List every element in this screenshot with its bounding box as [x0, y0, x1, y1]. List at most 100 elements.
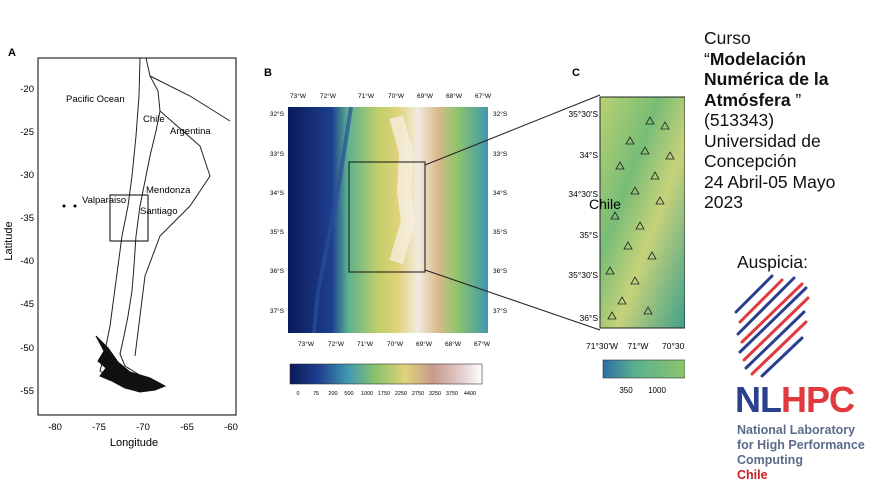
- place-pacific-ocean: Pacific Ocean: [66, 94, 125, 105]
- lat-tick: 36°S: [493, 267, 508, 275]
- island-dot: [73, 204, 77, 208]
- lat-tick: 35°S: [270, 228, 285, 236]
- panel-b-map: B 73°W 72°W 71°W 70°W 69°W 68°W 67°W 73°…: [264, 67, 508, 397]
- university-name: Universidad de Concepción: [704, 130, 821, 172]
- panel-c-chile-label: Chile: [589, 196, 621, 212]
- panel-b-terrain: [288, 107, 488, 333]
- lat-tick: 37°S: [493, 307, 508, 315]
- study-area-box: [109, 194, 149, 242]
- panel-b-left-ticks: 32°S 33°S 34°S 35°S 36°S 37°S: [270, 110, 285, 315]
- nlhpc-subtitle: National Laboratory for High Performance…: [737, 423, 865, 483]
- lat-tick: 36°S: [270, 267, 285, 275]
- cbar-tick: 1750: [378, 391, 390, 397]
- course-title-text: Modelación Numérica de la Atmósfera: [704, 48, 829, 110]
- panel-c-colorbar: [602, 359, 685, 379]
- clipped-heading-strip: [40, 0, 640, 6]
- station-markers: [605, 116, 675, 320]
- panel-c-bottom-ticks: 71°30'W 71°W 70°30': [586, 341, 685, 351]
- y-tick: -25: [20, 127, 34, 138]
- sponsor-label: Auspicia:: [737, 252, 809, 272]
- lon-tick: 73°W: [290, 92, 307, 100]
- lon-tick: 68°W: [446, 92, 463, 100]
- panel-a-ylabel: Latitude: [3, 221, 15, 260]
- nlhpc-stripes-icon: [734, 274, 810, 378]
- cbar-tick: 350: [619, 386, 633, 395]
- place-argentina: Argentina: [170, 126, 211, 137]
- panel-c-letter: C: [572, 67, 580, 79]
- zoom-connectors: [424, 94, 601, 331]
- x-tick: -75: [92, 422, 106, 433]
- course-title: “Modelación Numérica de la Atmósfera ”: [704, 49, 874, 111]
- logo-nl: NL: [735, 379, 782, 420]
- island-dot: [62, 204, 66, 208]
- argentina-border: [134, 75, 231, 357]
- panel-b-bottom-ticks: 73°W 72°W 71°W 70°W 69°W 68°W 67°W: [298, 340, 491, 348]
- panel-b-zoom-box: [348, 161, 426, 273]
- x-tick: -65: [180, 422, 194, 433]
- y-tick: -35: [20, 213, 34, 224]
- panel-c-left-ticks: 35°30'S 34°S 34°30'S 35°S 35°30'S 36°S: [568, 109, 598, 323]
- panel-b-coast: [312, 106, 353, 334]
- x-tick: -60: [224, 422, 238, 433]
- lat-tick: 35°30'S: [568, 270, 598, 280]
- panel-a-x-ticks: -80 -75 -70 -65 -60: [48, 422, 238, 433]
- lon-tick: 71°W: [628, 341, 649, 351]
- place-santiago: Santiago: [140, 206, 178, 217]
- lat-tick: 35°S: [579, 230, 598, 240]
- cbar-tick: 200: [328, 391, 337, 397]
- lon-tick: 69°W: [416, 340, 433, 348]
- cbar-tick: 3750: [446, 391, 458, 397]
- lon-tick: 67°W: [475, 92, 492, 100]
- panel-b-ridge: [389, 115, 416, 265]
- panel-b-colorbar-ticks: 0 75 200 500 1000 1750 2250 2750 3250 37…: [296, 391, 476, 397]
- logo-line-2: for High Performance: [737, 438, 865, 452]
- lat-tick: 36°S: [579, 313, 598, 323]
- cbar-tick: 1000: [648, 386, 666, 395]
- lat-tick: 34°30'S: [568, 189, 598, 199]
- course-dates: 24 Abril-05 Mayo 2023: [704, 171, 836, 213]
- chile-coastline: [99, 57, 161, 389]
- cbar-tick: 1000: [361, 391, 373, 397]
- cbar-tick: 75: [313, 391, 319, 397]
- panel-b-top-ticks: 73°W 72°W 71°W 70°W 69°W 68°W 67°W: [290, 92, 492, 100]
- lon-tick: 71°30'W: [586, 341, 618, 351]
- panel-a-y-ticks: -20 -25 -30 -35 -40 -45 -50 -55: [20, 84, 34, 397]
- cbar-tick: 0: [296, 391, 299, 397]
- southern-archipelago: [95, 335, 167, 393]
- panel-b-letter: B: [264, 67, 272, 79]
- y-tick: -30: [20, 170, 34, 181]
- logo-hpc: HPC: [781, 379, 855, 420]
- lat-tick: 32°S: [270, 110, 285, 118]
- panel-c-map: C Chile 35°30'S 34°S 34°30'S 35°S 35°30'…: [568, 67, 685, 395]
- y-tick: -50: [20, 343, 34, 354]
- lat-tick: 32°S: [493, 110, 508, 118]
- place-mendonza: Mendonza: [146, 185, 191, 196]
- cbar-tick: 2750: [412, 391, 424, 397]
- panel-c-terrain: [599, 96, 685, 329]
- course-info: Curso “Modelación Numérica de la Atmósfe…: [704, 28, 874, 213]
- close-quote: ”: [790, 89, 802, 110]
- place-valparaiso: Valparaiso: [82, 195, 126, 206]
- logo-line-3: Computing: [737, 453, 803, 467]
- lon-tick: 71°W: [357, 340, 374, 348]
- open-quote: “: [704, 48, 710, 69]
- lon-tick: 72°W: [320, 92, 337, 100]
- lat-tick: 34°S: [579, 150, 598, 160]
- y-tick: -20: [20, 84, 34, 95]
- panel-a-map: A -20 -25 -30 -35 -40 -45 -50 -55 -80 -7…: [3, 47, 238, 449]
- lon-tick: 67°W: [474, 340, 491, 348]
- y-tick: -40: [20, 256, 34, 267]
- cbar-tick: 4400: [464, 391, 476, 397]
- panel-a-places: Pacific Ocean Chile Argentina Mendonza V…: [66, 94, 211, 217]
- panel-a-letter: A: [8, 47, 16, 59]
- logo-line-1: National Laboratory: [737, 423, 856, 437]
- lat-tick: 33°S: [493, 150, 508, 158]
- lon-tick: 68°W: [445, 340, 462, 348]
- y-tick: -45: [20, 299, 34, 310]
- y-tick: -55: [20, 386, 34, 397]
- lon-tick: 70°W: [387, 340, 404, 348]
- lat-tick: 35°30'S: [568, 109, 598, 119]
- logo-line-4: Chile: [737, 468, 768, 482]
- panel-a-xlabel: Longitude: [110, 437, 158, 449]
- panel-c-colorbar-ticks: 350 1000: [619, 386, 666, 395]
